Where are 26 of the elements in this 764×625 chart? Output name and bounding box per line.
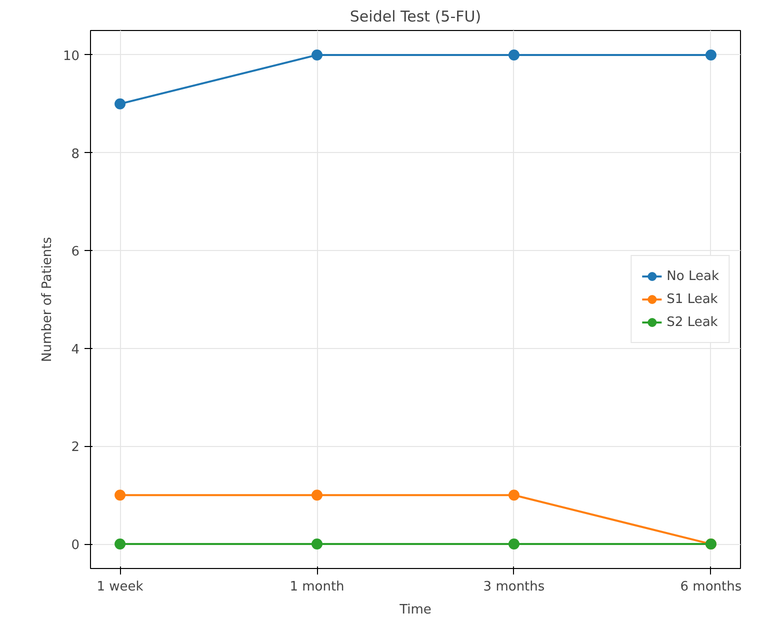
- x-tick-label: 1 month: [290, 580, 344, 594]
- x-axis-title: Time: [398, 602, 432, 618]
- y-tick-label: 10: [62, 48, 80, 64]
- point: [312, 490, 323, 501]
- x-tick-label: 1 week: [96, 580, 144, 594]
- y-tick-label: 6: [71, 244, 80, 260]
- legend-label: No Leak: [666, 268, 719, 284]
- y-tick-label: 8: [71, 146, 80, 162]
- legend-label: S1 Leak: [666, 292, 718, 306]
- y-tick-label: 4: [71, 342, 80, 358]
- chart-title: Seidel Test (5-FU): [350, 8, 482, 26]
- y-tick-label: 2: [71, 440, 80, 456]
- point: [312, 49, 323, 60]
- point: [114, 98, 126, 110]
- point: [705, 49, 716, 60]
- point: [508, 49, 520, 60]
- y-tick-label: 0: [71, 538, 80, 554]
- point: [312, 538, 323, 550]
- legend-label: S2 Leak: [666, 314, 718, 330]
- point: [508, 490, 520, 501]
- x-tick-label: 6 months: [680, 580, 742, 594]
- point: [508, 538, 520, 550]
- point: [114, 490, 126, 501]
- x-tick-label: 3 months: [483, 580, 545, 594]
- point: [114, 538, 126, 550]
- y-axis-title: Number of Patients: [40, 236, 55, 362]
